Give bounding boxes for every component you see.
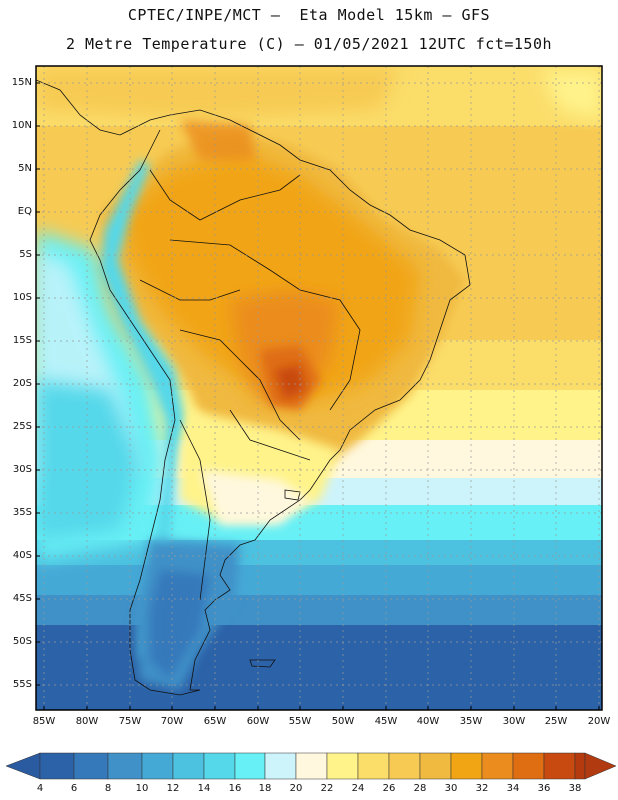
colorbar-swatch [73,752,109,780]
lon-label: 35W [459,716,483,727]
lat-label: 40S [12,550,32,561]
colorbar-label: 32 [475,783,489,794]
colorbar [5,752,617,780]
colorbar-label: 12 [166,783,180,794]
lat-label: 35S [12,507,32,518]
colorbar-swatch [172,752,205,780]
lon-label: 65W [203,716,227,727]
colorbar-label: 26 [382,783,396,794]
axis-ticks [36,82,600,710]
colorbar-swatch [419,752,452,780]
lat-label: 15S [12,335,32,346]
colorbar-label: 14 [197,783,211,794]
lat-label: 15N [11,77,32,88]
lat-label: 5N [18,163,32,174]
colorbar-swatch [107,752,143,780]
lat-label: 20S [12,378,32,389]
colorbar-label: 4 [36,783,44,794]
colorbar-swatch [357,752,390,780]
colorbar-swatch [326,752,359,780]
lat-label: 50S [12,636,32,647]
lon-label: 50W [331,716,355,727]
temperature-field [36,66,602,710]
lat-label: 25S [12,421,32,432]
colorbar-swatch [512,752,545,780]
map-title-line-2: 2 Metre Temperature (C) — 01/05/2021 12U… [65,35,553,53]
colorbar-swatch [450,752,483,780]
lon-label: 40W [416,716,440,727]
colorbar-label: 38 [568,783,582,794]
colorbar-swatch [481,752,514,780]
colorbar-right-arrow [584,752,617,780]
lat-label: 55S [12,679,32,690]
colorbar-swatch [574,752,586,780]
lon-label: 60W [246,716,270,727]
colorbar-swatch [141,752,174,780]
lon-label: 25W [544,716,568,727]
colorbar-label: 20 [289,783,303,794]
colorbar-label: 16 [228,783,242,794]
lon-label: 80W [75,716,99,727]
lon-label: 45W [374,716,398,727]
map-frame [35,65,603,711]
colorbar-swatch [39,752,75,780]
colorbar-label: 34 [506,783,520,794]
colorbar-swatch [543,752,576,780]
lon-label: 75W [118,716,142,727]
colorbar-label: 8 [104,783,112,794]
lon-label: 20W [587,716,611,727]
lat-label: 5S [19,249,32,260]
lat-label: 10N [11,120,32,131]
lat-label: 30S [12,464,32,475]
lon-label: 85W [32,716,56,727]
colorbar-label: 30 [444,783,458,794]
colorbar-label: 24 [351,783,365,794]
lat-label: EQ [17,206,32,217]
colorbar-left-arrow [5,752,41,780]
colorbar-swatch [388,752,421,780]
colorbar-label: 28 [413,783,427,794]
lon-label: 55W [288,716,312,727]
colorbar-label: 36 [537,783,551,794]
colorbar-swatch [203,752,236,780]
lon-label: 30W [502,716,526,727]
lat-label: 10S [12,292,32,303]
coastline-outline [36,79,471,696]
lat-label: 45S [12,593,32,604]
colorbar-swatch [264,752,297,780]
colorbar-swatch [295,752,328,780]
map-title-line-1: CPTEC/INPE/MCT — Eta Model 15km — GFS [127,6,491,24]
colorbar-label: 10 [135,783,149,794]
colorbar-label: 6 [70,783,78,794]
colorbar-label: 18 [258,783,272,794]
lon-label: 70W [160,716,184,727]
graticule [36,66,602,710]
colorbar-swatch [234,752,266,780]
colorbar-label: 22 [320,783,334,794]
